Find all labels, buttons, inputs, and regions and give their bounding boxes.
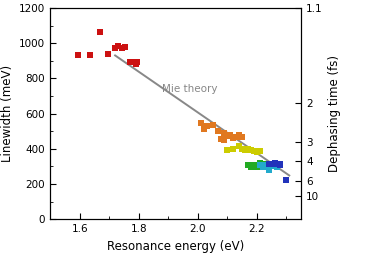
- Point: [251, 163, 257, 168]
- Point: [134, 59, 141, 64]
- Point: [221, 138, 227, 142]
- Point: [266, 163, 272, 168]
- Point: [203, 124, 210, 128]
- Point: [260, 162, 266, 166]
- Point: [257, 163, 263, 168]
- Point: [248, 165, 254, 169]
- Point: [224, 133, 230, 138]
- Point: [230, 147, 236, 151]
- Point: [254, 165, 260, 169]
- Point: [269, 164, 275, 168]
- Point: [283, 177, 290, 182]
- Point: [127, 60, 133, 65]
- Point: [221, 131, 227, 135]
- Point: [274, 162, 281, 166]
- Text: Mie theory: Mie theory: [163, 84, 218, 95]
- Point: [230, 136, 236, 140]
- Point: [236, 144, 242, 148]
- Y-axis label: Dephasing time (fs): Dephasing time (fs): [328, 55, 341, 172]
- Point: [224, 148, 230, 152]
- Point: [245, 162, 251, 167]
- Point: [266, 168, 272, 172]
- Point: [239, 135, 245, 139]
- Point: [97, 30, 103, 34]
- Point: [215, 129, 222, 133]
- Point: [266, 162, 272, 166]
- Point: [262, 164, 269, 168]
- Point: [274, 165, 281, 169]
- Point: [131, 60, 137, 64]
- Point: [245, 147, 251, 151]
- Point: [254, 162, 260, 167]
- Point: [277, 162, 283, 166]
- Point: [277, 162, 283, 167]
- Point: [75, 53, 81, 57]
- Point: [112, 45, 118, 50]
- Point: [227, 133, 233, 137]
- Point: [271, 164, 278, 168]
- Point: [242, 148, 248, 152]
- Point: [133, 62, 139, 66]
- Point: [262, 162, 269, 166]
- Point: [239, 147, 245, 151]
- Point: [233, 135, 239, 139]
- Point: [122, 45, 129, 49]
- Point: [87, 53, 93, 57]
- Point: [257, 149, 263, 153]
- Point: [115, 44, 121, 48]
- Point: [257, 161, 263, 165]
- Point: [266, 162, 272, 167]
- Point: [201, 127, 207, 131]
- Point: [269, 163, 275, 168]
- Point: [260, 162, 266, 167]
- Point: [236, 133, 242, 137]
- Point: [271, 161, 278, 165]
- X-axis label: Resonance energy (eV): Resonance energy (eV): [107, 239, 244, 253]
- Point: [198, 121, 204, 125]
- Y-axis label: Linewidth (meV): Linewidth (meV): [0, 65, 14, 162]
- Point: [210, 123, 216, 127]
- Point: [254, 150, 260, 154]
- Point: [260, 165, 266, 169]
- Point: [251, 149, 257, 153]
- Point: [105, 51, 111, 56]
- Point: [260, 165, 266, 169]
- Point: [119, 46, 125, 50]
- Point: [269, 162, 275, 166]
- Point: [218, 137, 225, 141]
- Point: [248, 148, 254, 153]
